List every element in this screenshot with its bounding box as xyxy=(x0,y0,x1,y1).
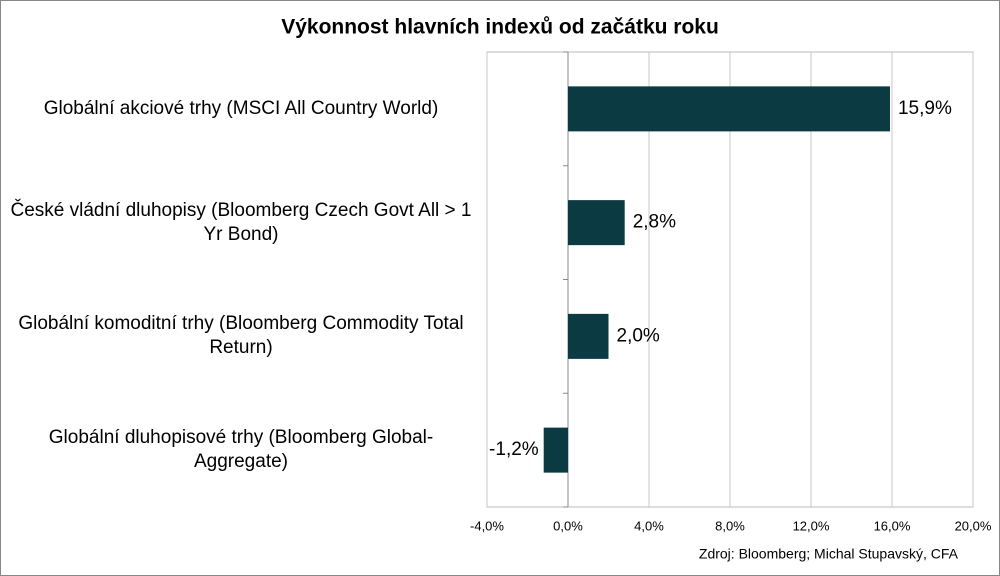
x-tick-label: 20,0% xyxy=(955,518,992,533)
x-tick-label: 0,0% xyxy=(553,518,583,533)
category-label: Globální dluhopisové trhy (Bloomberg Glo… xyxy=(48,427,434,473)
bar xyxy=(568,86,890,132)
x-tick-label: 4,0% xyxy=(634,518,664,533)
value-label: 15,9% xyxy=(898,98,952,119)
chart-title: Výkonnost hlavních indexů od začátku rok… xyxy=(281,16,719,39)
bar xyxy=(568,200,625,246)
bar xyxy=(568,313,609,359)
value-label: -1,2% xyxy=(489,439,539,460)
value-label: 2,0% xyxy=(617,325,660,346)
x-tick-label: -4,0% xyxy=(470,518,504,533)
source-note: Zdroj: Bloomberg; Michal Stupavský, CFA xyxy=(699,546,959,562)
category-label: České vládní dluhopisy (Bloomberg Czech … xyxy=(10,199,472,245)
x-tick-label: 16,0% xyxy=(874,518,911,533)
x-tick-label: 8,0% xyxy=(715,518,745,533)
bar xyxy=(543,427,568,473)
value-label: 2,8% xyxy=(633,212,676,233)
category-label: Globální akciové trhy (MSCI All Country … xyxy=(43,97,439,119)
category-label: Globální komoditní trhy (Bloomberg Commo… xyxy=(18,313,464,359)
x-tick-label: 12,0% xyxy=(793,518,830,533)
